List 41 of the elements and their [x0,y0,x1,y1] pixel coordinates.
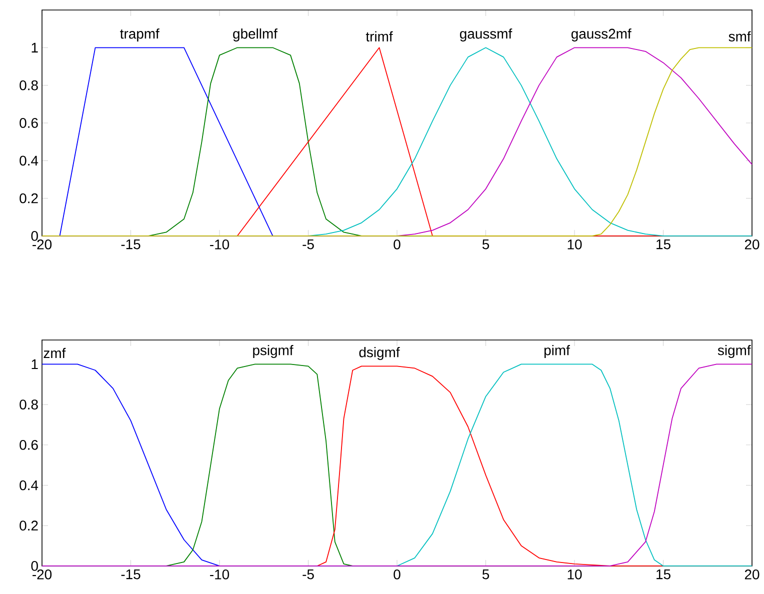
x-tick-label: -5 [302,240,314,250]
x-tick-label: -5 [302,570,314,580]
x-tick-label: -10 [210,239,230,250]
x-tick-label: -15 [121,570,140,580]
series-label: gauss2mf [571,28,632,42]
x-tick-label: -15 [121,240,140,250]
y-tick-label: 0.4 [20,156,38,166]
series-label: psigmf [253,344,294,358]
x-tick-label: -20 [32,569,52,580]
y-tick-label: 0 [31,231,38,241]
x-tick-label: 5 [482,570,490,580]
series-label: smf [728,31,751,42]
y-tick-label: 0 [31,561,38,571]
series-label: gbellmf [233,28,278,42]
x-tick-label: 20 [744,569,760,580]
y-tick-label: 0.6 [20,440,38,450]
y-tick-label: 1 [32,42,38,52]
y-tick-label: 1 [32,359,38,369]
y-tick-label: 0.2 [20,193,38,204]
y-tick-label: 0.4 [20,480,38,490]
x-tick-label: 10 [568,569,582,580]
x-tick-label: -10 [210,569,230,580]
y-tick-label: 0.8 [20,80,38,90]
series-label: zmf [44,348,66,358]
series-label: trapmf [120,28,160,42]
y-tick-label: 0.8 [20,400,38,410]
x-tick-label: 0 [394,239,400,250]
series-label: trimf [366,31,393,42]
series-label: gaussmf [460,28,512,42]
series-label: sigmf [718,344,751,358]
y-tick-label: 0.6 [20,118,38,128]
x-tick-label: -20 [32,239,52,250]
series-label: dsigmf [359,347,400,360]
y-tick-label: 0.2 [20,520,38,531]
x-tick-label: 15 [656,570,670,580]
x-tick-label: 0 [394,569,400,580]
x-tick-label: 10 [568,239,582,250]
series-label: pimf [544,344,570,358]
x-tick-label: 15 [656,240,670,250]
x-tick-label: 20 [744,239,760,250]
x-tick-label: 5 [482,240,490,250]
